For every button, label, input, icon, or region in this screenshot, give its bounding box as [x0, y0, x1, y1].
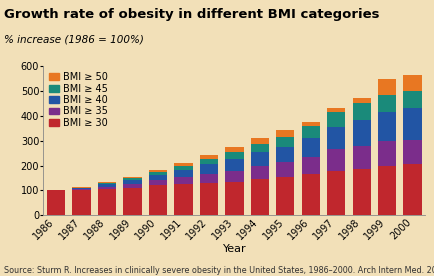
Bar	[98, 182, 116, 183]
Bar	[149, 170, 167, 172]
Bar	[352, 103, 371, 120]
Bar	[72, 189, 91, 190]
Bar	[276, 162, 294, 177]
Bar	[200, 183, 218, 215]
Bar	[123, 180, 141, 184]
Bar	[251, 166, 269, 179]
Bar	[302, 174, 320, 215]
Bar	[123, 178, 141, 180]
Bar	[200, 155, 218, 159]
Text: Source: Sturm R. Increases in clinically severe obesity in the United States, 19: Source: Sturm R. Increases in clinically…	[4, 266, 434, 275]
Bar	[251, 144, 269, 152]
Bar	[98, 184, 116, 187]
Bar	[251, 152, 269, 166]
Bar	[251, 179, 269, 215]
Bar	[352, 146, 371, 169]
Bar	[225, 152, 243, 160]
Bar	[276, 177, 294, 215]
Bar	[378, 166, 396, 215]
Bar	[378, 79, 396, 95]
Bar	[302, 122, 320, 126]
Bar	[225, 182, 243, 215]
Bar	[352, 169, 371, 215]
Bar	[174, 163, 193, 166]
X-axis label: Year: Year	[223, 244, 246, 254]
Bar	[327, 108, 345, 112]
Bar	[404, 108, 422, 140]
Bar	[352, 98, 371, 103]
Bar	[276, 147, 294, 162]
Bar	[149, 175, 167, 180]
Bar	[276, 137, 294, 147]
Bar	[174, 170, 193, 177]
Bar	[123, 189, 141, 215]
Bar	[302, 126, 320, 138]
Bar	[327, 127, 345, 150]
Bar	[327, 150, 345, 171]
Bar	[200, 159, 218, 164]
Bar	[378, 95, 396, 112]
Bar	[404, 164, 422, 215]
Bar	[72, 187, 91, 188]
Bar	[378, 141, 396, 166]
Bar	[352, 120, 371, 146]
Bar	[327, 112, 345, 127]
Bar	[404, 140, 422, 164]
Bar	[149, 180, 167, 185]
Bar	[98, 187, 116, 189]
Text: Growth rate of obesity in different BMI categories: Growth rate of obesity in different BMI …	[4, 8, 380, 21]
Bar	[225, 160, 243, 171]
Bar	[302, 138, 320, 157]
Bar	[225, 147, 243, 152]
Bar	[47, 190, 65, 215]
Bar	[200, 164, 218, 174]
Bar	[149, 185, 167, 215]
Text: % increase (1986 = 100%): % increase (1986 = 100%)	[4, 34, 144, 44]
Bar	[404, 91, 422, 108]
Bar	[174, 184, 193, 215]
Bar	[174, 177, 193, 184]
Bar	[251, 138, 269, 144]
Bar	[98, 189, 116, 215]
Bar	[404, 75, 422, 91]
Bar	[123, 177, 141, 178]
Bar	[378, 112, 396, 141]
Bar	[327, 171, 345, 215]
Bar	[276, 130, 294, 137]
Bar	[302, 157, 320, 174]
Legend: BMI ≥ 50, BMI ≥ 45, BMI ≥ 40, BMI ≥ 35, BMI ≥ 30: BMI ≥ 50, BMI ≥ 45, BMI ≥ 40, BMI ≥ 35, …	[46, 69, 111, 131]
Bar	[72, 188, 91, 189]
Bar	[200, 174, 218, 183]
Bar	[72, 190, 91, 215]
Bar	[225, 171, 243, 182]
Bar	[123, 184, 141, 189]
Bar	[149, 172, 167, 175]
Bar	[98, 183, 116, 184]
Bar	[174, 166, 193, 170]
